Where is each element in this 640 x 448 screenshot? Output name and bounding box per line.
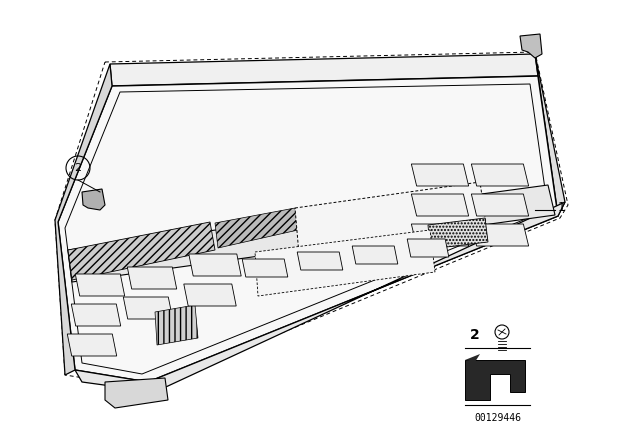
Polygon shape xyxy=(75,202,565,392)
Polygon shape xyxy=(155,305,198,345)
Polygon shape xyxy=(471,224,529,246)
Polygon shape xyxy=(428,218,488,249)
Text: 2: 2 xyxy=(470,328,480,342)
Polygon shape xyxy=(535,54,565,216)
Polygon shape xyxy=(124,297,173,319)
Polygon shape xyxy=(189,254,241,276)
Text: 00129446: 00129446 xyxy=(474,413,522,423)
Text: 2: 2 xyxy=(74,163,81,173)
Polygon shape xyxy=(82,189,105,210)
Polygon shape xyxy=(520,34,542,58)
Polygon shape xyxy=(127,267,177,289)
Polygon shape xyxy=(407,239,449,257)
Polygon shape xyxy=(465,354,480,362)
Polygon shape xyxy=(465,360,525,400)
Polygon shape xyxy=(297,252,343,270)
Polygon shape xyxy=(68,185,555,282)
Polygon shape xyxy=(76,274,125,296)
Polygon shape xyxy=(295,182,488,266)
Polygon shape xyxy=(67,334,116,356)
Polygon shape xyxy=(68,222,215,280)
Polygon shape xyxy=(184,284,236,306)
Polygon shape xyxy=(412,194,468,216)
Polygon shape xyxy=(242,259,288,277)
Polygon shape xyxy=(471,194,529,216)
Polygon shape xyxy=(471,164,529,186)
Polygon shape xyxy=(255,230,435,296)
Polygon shape xyxy=(105,378,168,408)
Polygon shape xyxy=(215,208,298,248)
Polygon shape xyxy=(58,76,558,382)
Polygon shape xyxy=(71,304,121,326)
Polygon shape xyxy=(412,164,468,186)
Polygon shape xyxy=(110,54,538,86)
Polygon shape xyxy=(412,224,468,246)
Polygon shape xyxy=(352,246,398,264)
Polygon shape xyxy=(55,64,112,375)
Text: 1: 1 xyxy=(558,201,566,214)
